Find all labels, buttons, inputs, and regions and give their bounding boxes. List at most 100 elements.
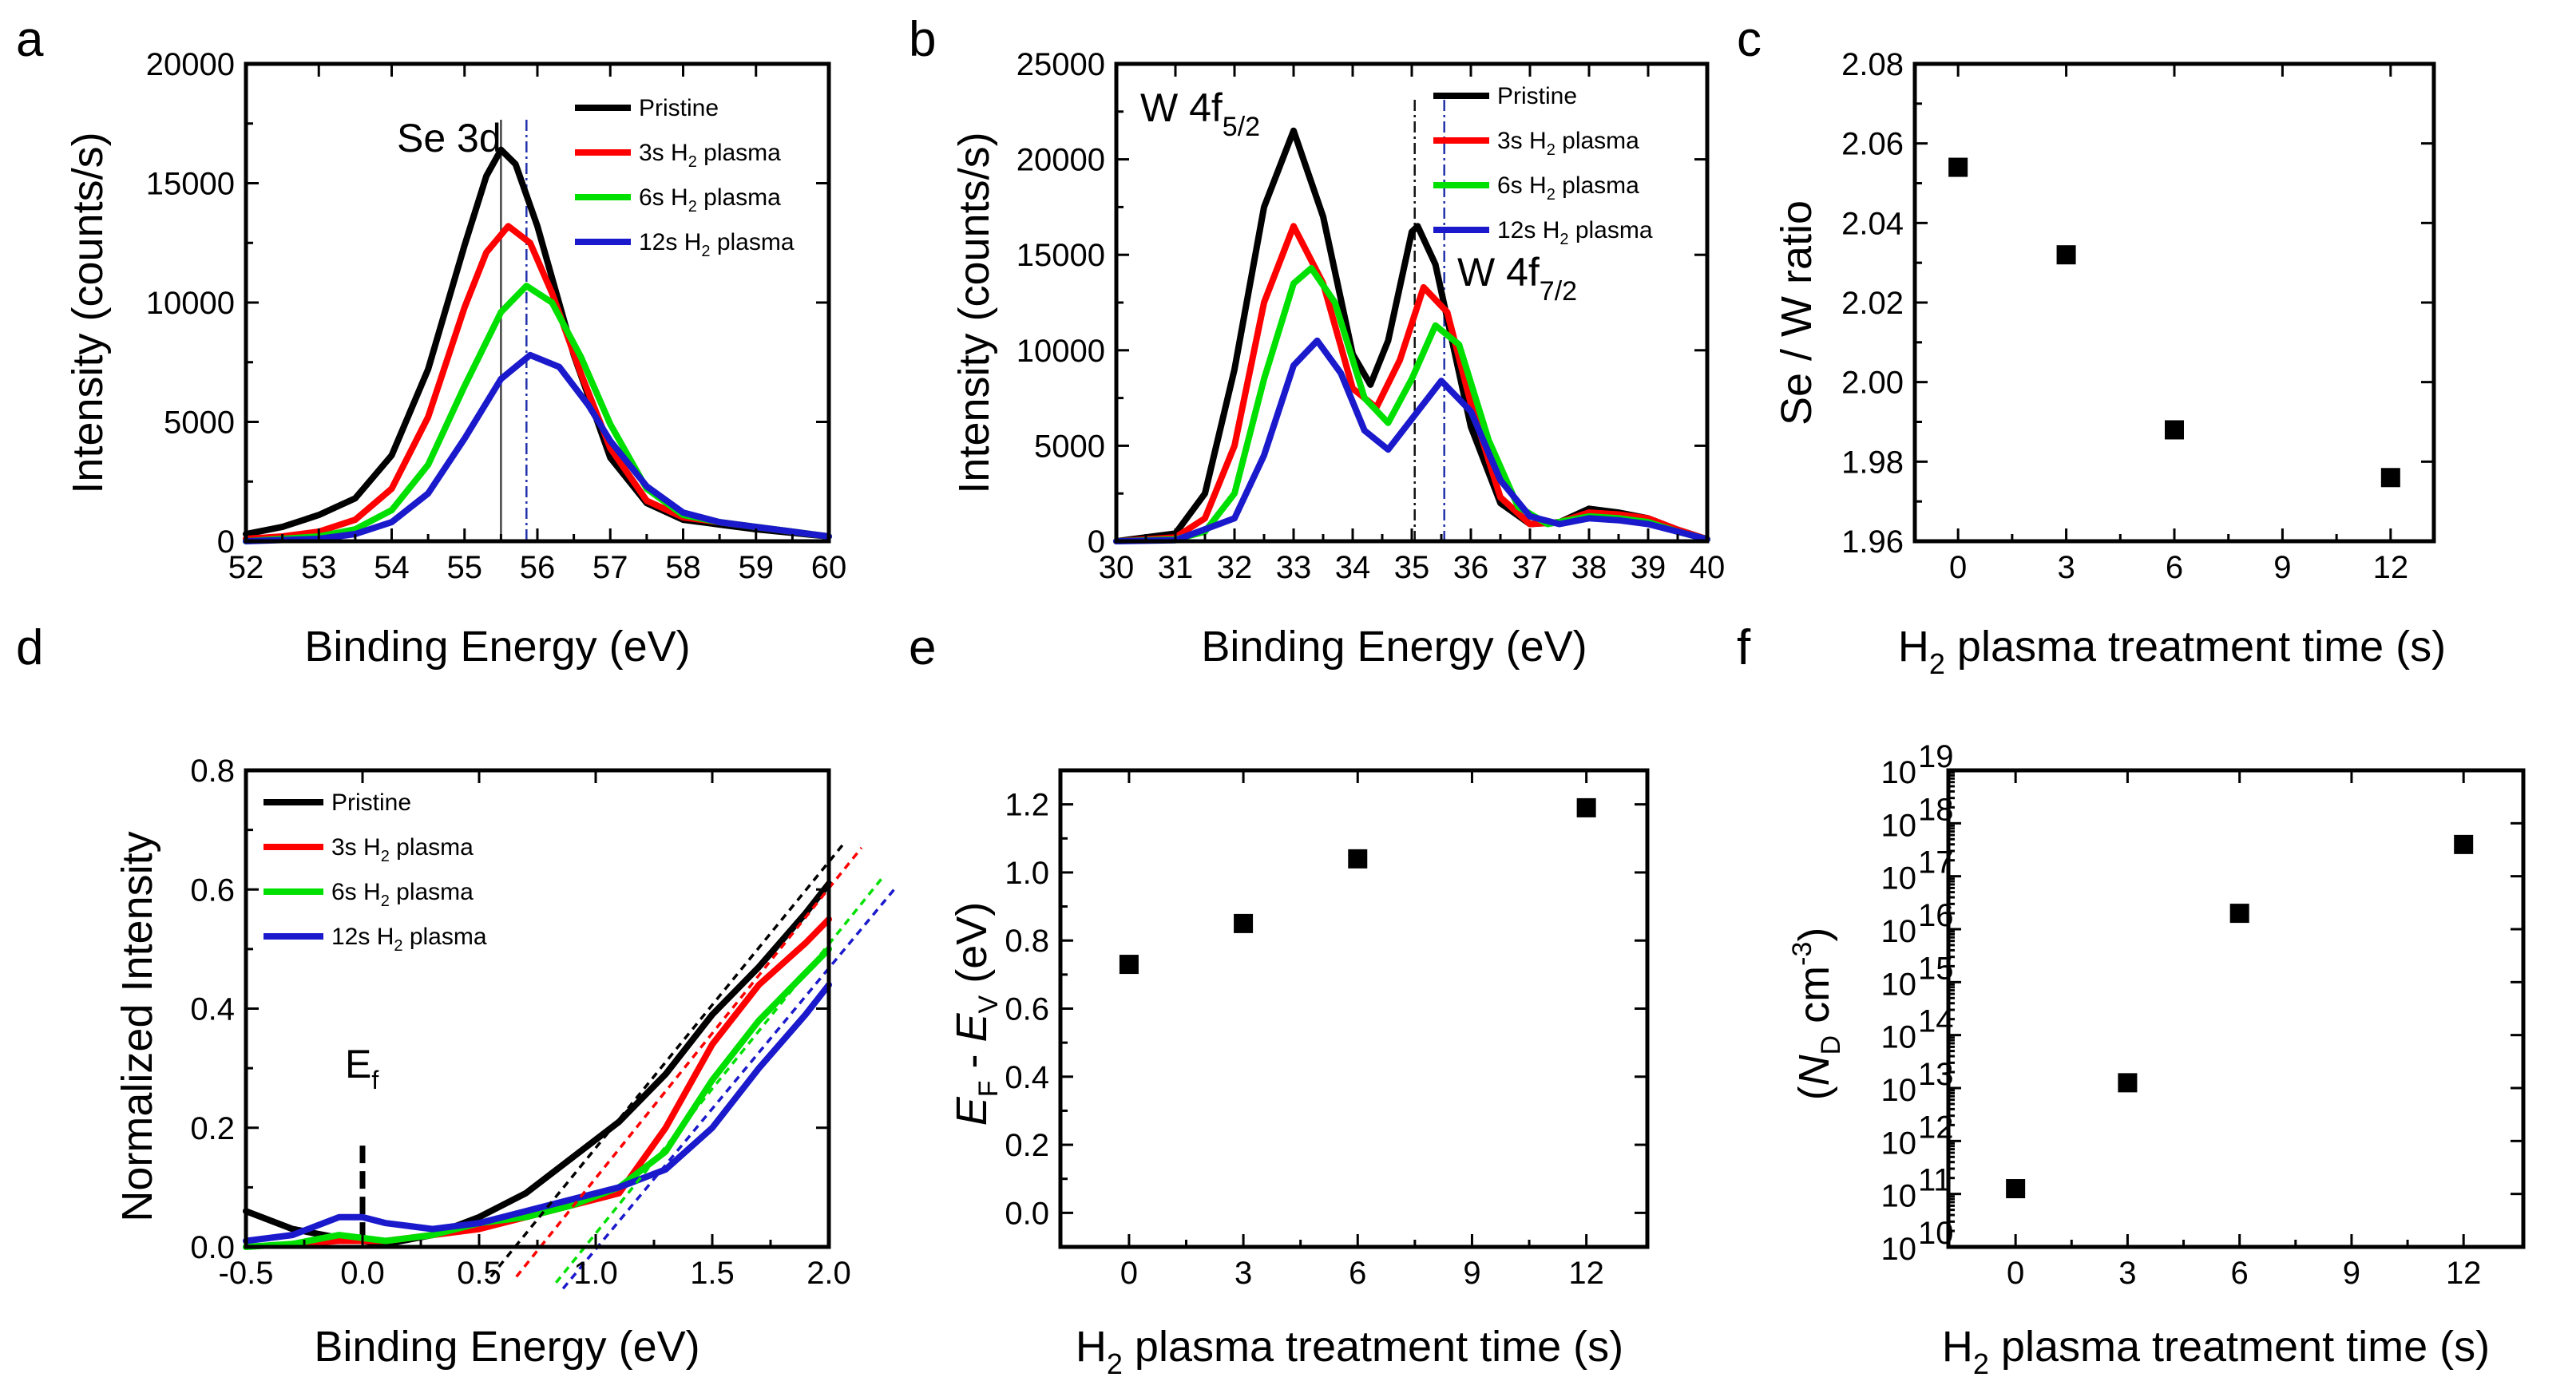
panel-b-xtick-label: 40: [1690, 550, 1726, 585]
panel-a-xtick-label: 57: [592, 550, 628, 585]
panel-e-data-point: [1348, 849, 1368, 869]
panel-b-xtick-label: 33: [1276, 550, 1312, 585]
panel-a-ytick-label: 10000: [146, 286, 235, 321]
panel-c-data-point: [2056, 245, 2076, 265]
panel-c-ytick-label: 2.04: [1841, 206, 1904, 241]
panel-b-w4f72-main: W 4f: [1457, 250, 1540, 295]
panel-f-xtick-label: 12: [2446, 1256, 2482, 1291]
panel-f-ytick-label: 10: [1881, 914, 1917, 949]
panel-f-ytick-exponent: 14: [1918, 1004, 1954, 1039]
panel-a-xtick-label: 60: [811, 550, 847, 585]
panel-f-xtick-label: 0: [2007, 1256, 2024, 1291]
panel-a-ytick-label: 15000: [146, 167, 235, 202]
panel-e-ytick-label: 1.2: [1005, 788, 1049, 823]
panel-d-legend-entry: 3s H2 plasma: [331, 834, 474, 865]
panel-a-xtick-label: 52: [228, 550, 264, 585]
panel-e-ytick-label: 0.4: [1005, 1060, 1049, 1095]
panel-a-frame: [244, 61, 831, 544]
panel-d-chart: -0.5 0.0 0.5 1.0 1.5 2.00.00.20.40.60.8Pristi…: [190, 754, 896, 1291]
panel-b-xtick-label: 38: [1571, 550, 1607, 585]
panel-label-c: c: [1737, 12, 1762, 67]
panel-d-ytick-label: 0.2: [190, 1111, 235, 1146]
panel-e-xtick-label: 6: [1349, 1256, 1366, 1291]
panel-d-xtick-label: 2.0: [806, 1256, 851, 1291]
panel-e-xtick-label: 12: [1568, 1256, 1604, 1291]
panel-b-chart: 30 31 32 33 34 35 36 37 38 39 40 0 5000 10000 15000 200…: [1017, 47, 1725, 585]
panel-f-ytick-exponent: 17: [1918, 845, 1954, 880]
panel-c-xlabel: H2 plasma treatment time (s): [1898, 623, 2446, 680]
panel-c-ytick-label: 2.00: [1841, 366, 1904, 401]
panel-b-ytick-label: 20000: [1017, 143, 1105, 178]
panel-e-xtick-label: 3: [1234, 1256, 1252, 1291]
panel-b-legend-entry: 3s H2 plasma: [1497, 128, 1639, 159]
panel-d-series-6s: [243, 945, 832, 1250]
panel-d-fit-6s: [554, 877, 884, 1284]
panel-c-ytick-label: 2.02: [1841, 286, 1904, 321]
panel-a-xtick-label: 55: [447, 550, 483, 585]
panel-f-ytick-label: 10: [1881, 861, 1917, 896]
panel-f-xlabel: H2 plasma treatment time (s): [1942, 1323, 2490, 1380]
panel-b-w4f72-annotation: W 4f7/2: [1457, 250, 1577, 307]
panel-c-xtick-label: 12: [2373, 550, 2409, 585]
panel-f-xtick-label: 6: [2231, 1256, 2249, 1291]
panel-c-xtick-label: 0: [1949, 550, 1967, 585]
panel-d-series-12s: [243, 981, 832, 1245]
panel-label-b: b: [909, 12, 936, 67]
panel-f-ytick-label: 10: [1881, 1073, 1917, 1108]
panel-d-ytick-label: 0.4: [190, 992, 235, 1027]
panel-f-ytick-label: 10: [1881, 1179, 1917, 1214]
panel-b-xtick-label: 35: [1394, 550, 1430, 585]
panel-a-xtick-label: 53: [301, 550, 337, 585]
panel-d-ytick-label: 0.8: [190, 754, 235, 789]
panel-f-ytick-exponent: 15: [1918, 951, 1954, 986]
panel-b-ytick-label: 0: [1088, 524, 1105, 560]
panel-d-xtick-label: 0.0: [340, 1256, 385, 1291]
panel-c-data-point: [2380, 468, 2400, 488]
panel-d-xtick-label: 1.0: [573, 1256, 618, 1291]
panel-b-xtick-label: 36: [1453, 550, 1489, 585]
panel-c-data-point: [2165, 420, 2184, 440]
panel-a-chart: 52 53 54 55 56 57 58 59 60 0 5000 10000 15000 20000 Pr…: [146, 47, 846, 585]
panel-e-chart: 0 3 6 9 12 0.0 0.2 0.4 0.6 0.8 1.0 1.2: [1005, 768, 1650, 1291]
panel-b-w4f52-main: W 4f: [1140, 85, 1223, 130]
panel-c-xtick-label: 3: [2057, 550, 2075, 585]
panel-d-xlabel: Binding Energy (eV): [314, 1323, 699, 1371]
panel-c-ytick-label: 2.08: [1841, 47, 1904, 82]
panel-e-frame: [1058, 768, 1650, 1249]
panel-b-xtick-label: 31: [1158, 550, 1194, 585]
panel-c-ytick-label: 1.98: [1841, 445, 1904, 480]
panel-b-legend-entry: Pristine: [1497, 83, 1577, 109]
panel-d-xtick-label: 1.5: [690, 1256, 735, 1291]
panel-d-legend-entry: 12s H2 plasma: [331, 924, 487, 955]
panel-e-data-point: [1234, 913, 1254, 933]
panel-e-ytick-label: 0.6: [1005, 992, 1049, 1027]
panel-f-ytick-exponent: 10: [1918, 1216, 1954, 1251]
panel-label-a: a: [16, 12, 44, 67]
panel-a-ylabel: Intensity (counts/s): [64, 132, 112, 493]
panel-a-xtick-label: 59: [739, 550, 775, 585]
panel-f-ytick-label: 10: [1881, 1020, 1917, 1055]
panel-d-fit-3s: [515, 846, 863, 1278]
panel-a-ytick-label: 5000: [164, 406, 235, 441]
panel-f-xtick-label: 9: [2343, 1256, 2360, 1291]
panel-f-ytick-label: 10: [1881, 1126, 1917, 1161]
panel-a-legend-entry: Pristine: [639, 95, 719, 121]
panel-a-xtick-label: 56: [520, 550, 556, 585]
panel-a-xtick-label: 58: [665, 550, 701, 585]
panel-e-ytick-label: 0.0: [1005, 1196, 1049, 1231]
panel-e-xlabel: H2 plasma treatment time (s): [1076, 1323, 1623, 1380]
panel-e-ytick-label: 1.0: [1005, 856, 1049, 891]
panel-f-ytick-exponent: 11: [1918, 1163, 1952, 1198]
panel-c-data-point: [1948, 157, 1968, 177]
panel-e-xtick-label: 9: [1463, 1256, 1480, 1291]
panel-c-ylabel: Se / W ratio: [1773, 200, 1821, 425]
panel-d-fit-pristine: [489, 841, 846, 1278]
panel-d-legend-entry: Pristine: [331, 789, 411, 816]
panel-a-se3d-annotation: Se 3d: [397, 116, 501, 160]
panel-c-ytick-label: 2.06: [1841, 127, 1904, 162]
panel-b-w4f52-annotation: W 4f5/2: [1140, 85, 1260, 142]
panel-b-ytick-label: 25000: [1017, 47, 1105, 82]
panel-b-ytick-label: 10000: [1017, 334, 1105, 369]
panel-b-xlabel: Binding Energy (eV): [1201, 623, 1587, 671]
